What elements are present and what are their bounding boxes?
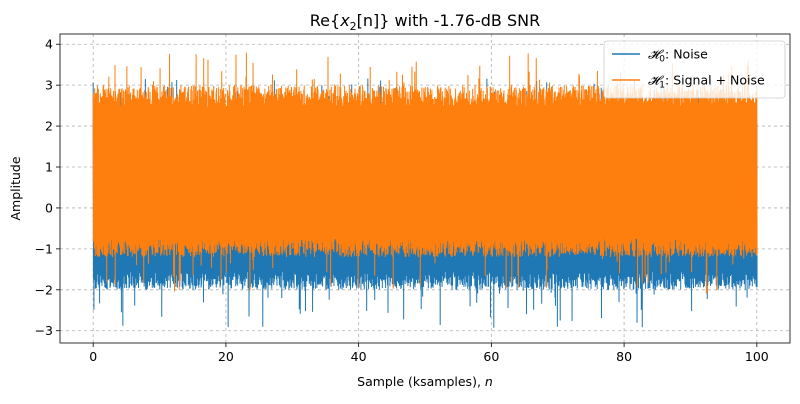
series-1-trace [92,52,758,294]
x-tick-label: 80 [616,349,632,364]
title-sub: 2 [350,20,357,33]
y-tick-label: 3 [45,78,53,93]
x-tick-label: 40 [351,349,367,364]
plot-frame [59,33,791,344]
x-tick-label: 100 [745,349,769,364]
title-suffix: } with -1.76-dB SNR [379,11,540,30]
y-tick-label: 4 [45,37,53,52]
y-tick-label: 1 [45,160,53,175]
x-tick-label: 20 [218,349,234,364]
legend-box [603,40,786,99]
x-axis-label-var: n [485,374,493,389]
y-tick-label: −1 [35,241,53,256]
x-tick-label: 60 [483,349,499,364]
x-axis-label: Sample (ksamples), n [357,374,493,389]
y-tick-label: 0 [45,200,53,215]
title-var: x [339,11,350,30]
y-tick-label: −3 [35,323,53,338]
legend: 𝓗0: Noise 𝓗1: Signal + Noise [603,40,786,99]
chart-title: Re{x2[n]} with -1.76-dB SNR [310,11,540,33]
y-tick-label: 2 [45,119,53,134]
y-axis-label: Amplitude [8,156,23,220]
title-prefix: Re{ [310,11,340,30]
tick-layer: 0 20 40 60 80 100 −3 −2 −1 0 1 2 3 4 [35,37,769,364]
title-bracket: [n] [357,11,380,30]
series-layer [92,52,758,328]
x-axis-label-text: Sample (ksamples), [357,374,485,389]
y-tick-label: −2 [35,282,53,297]
x-tick-label: 0 [89,349,97,364]
